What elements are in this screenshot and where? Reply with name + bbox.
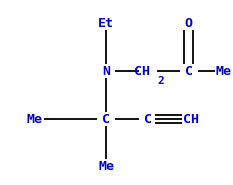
Text: CH: CH [134, 65, 150, 78]
Text: O: O [185, 17, 193, 30]
Text: Me: Me [27, 113, 43, 126]
Text: Et: Et [98, 17, 114, 30]
Text: C: C [144, 113, 152, 126]
Text: 2: 2 [157, 76, 164, 86]
Text: C: C [185, 65, 193, 78]
Text: N: N [102, 65, 110, 78]
Text: CH: CH [183, 113, 199, 126]
Text: C: C [102, 113, 110, 126]
Text: Me: Me [98, 160, 114, 173]
Text: Me: Me [216, 65, 232, 78]
